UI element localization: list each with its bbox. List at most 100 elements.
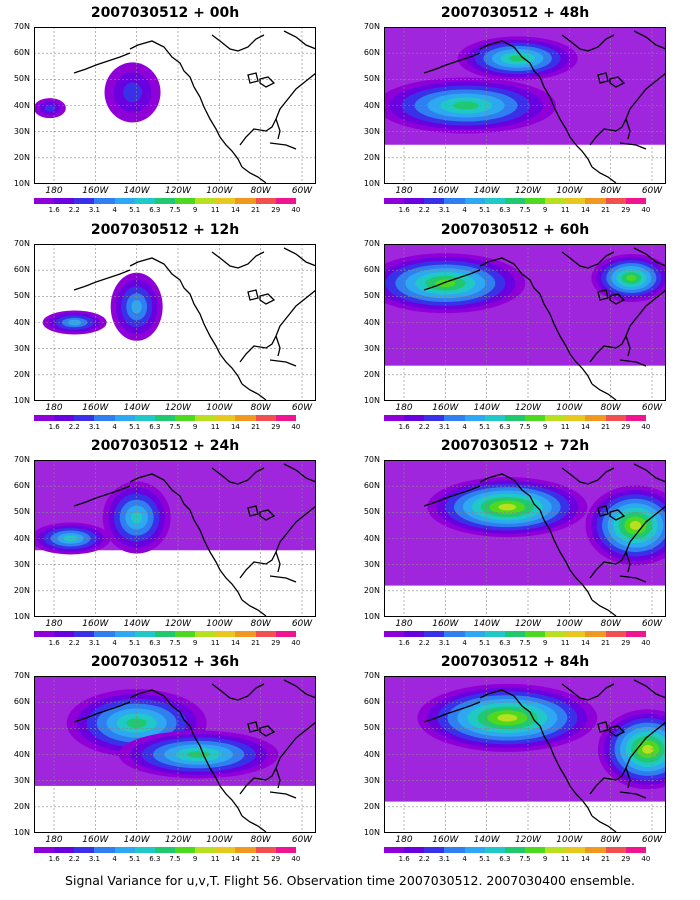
lon-tick-label: 140W bbox=[123, 835, 150, 845]
colorbar-label: 4 bbox=[462, 423, 467, 431]
colorbar-label: 6.3 bbox=[499, 206, 511, 214]
colorbar-swatch bbox=[114, 631, 136, 637]
colorbar-swatch bbox=[525, 631, 546, 637]
colorbar-swatch bbox=[74, 415, 95, 421]
lon-tick-label: 180 bbox=[45, 835, 63, 845]
variance-contour bbox=[498, 503, 517, 511]
colorbar-label: 11 bbox=[560, 423, 570, 431]
colorbar-swatch bbox=[585, 631, 607, 637]
colorbar-label: 11 bbox=[560, 206, 570, 214]
coastline bbox=[633, 247, 666, 267]
variance-contour bbox=[131, 300, 142, 314]
variance-map bbox=[384, 244, 666, 401]
lat-tick-label: 20N bbox=[13, 152, 30, 162]
colorbar-swatch bbox=[275, 198, 297, 204]
colorbar-label: 6.3 bbox=[149, 206, 161, 214]
colorbar-swatch bbox=[235, 415, 257, 421]
coastline bbox=[561, 251, 615, 269]
lat-tick-label: 20N bbox=[363, 585, 380, 595]
lat-tick-label: 10N bbox=[363, 828, 380, 837]
colorbar-label: 3.1 bbox=[438, 855, 450, 863]
colorbar-swatch bbox=[565, 847, 586, 853]
colorbar-swatch bbox=[255, 415, 277, 421]
colorbar-label: 1.6 bbox=[398, 423, 410, 431]
lat-tick-label: 50N bbox=[363, 507, 380, 517]
colorbar-label: 11 bbox=[210, 855, 220, 863]
colorbar-label: 1.6 bbox=[48, 639, 60, 647]
colorbar-label: 29 bbox=[621, 639, 631, 647]
map-panel-60h: 2007030512 + 60h 70N 60N 50N 40N 30N 20N 10N 180… bbox=[350, 222, 680, 437]
colorbar-label: 4 bbox=[112, 423, 117, 431]
panel-title: 2007030512 + 24h bbox=[90, 438, 240, 454]
colorbar-label: 29 bbox=[271, 639, 281, 647]
colorbar-swatch bbox=[134, 198, 156, 204]
lon-tick-label: 180 bbox=[395, 403, 413, 413]
lon-tick-label: 160W bbox=[432, 619, 459, 629]
colorbar-label: 2.2 bbox=[68, 639, 80, 647]
lon-tick-label: 80W bbox=[600, 186, 621, 196]
colorbar-swatch bbox=[154, 198, 176, 204]
lon-tick-label: 80W bbox=[600, 619, 621, 629]
colorbar-label: 2.2 bbox=[418, 639, 430, 647]
lon-tick-label: 60W bbox=[291, 186, 313, 196]
coastline bbox=[597, 505, 609, 517]
colorbar-label: 2.2 bbox=[418, 423, 430, 431]
lon-tick-label: 140W bbox=[473, 619, 500, 629]
lat-tick-label: 20N bbox=[363, 369, 380, 379]
coastline bbox=[561, 683, 615, 701]
lon-tick-label: 60W bbox=[291, 619, 313, 629]
map-panel-72h: 2007030512 + 72h 70N 60N 50N 40N 30N 20N 10N 180… bbox=[350, 438, 680, 653]
colorbar bbox=[34, 415, 316, 421]
coastline bbox=[625, 335, 631, 357]
coastline bbox=[591, 383, 617, 401]
colorbar-label: 21 bbox=[251, 423, 261, 431]
coastline bbox=[609, 293, 626, 305]
colorbar-swatch bbox=[154, 847, 176, 853]
lon-tick-label: 180 bbox=[395, 835, 413, 845]
colorbar-label: 11 bbox=[210, 206, 220, 214]
lat-tick-label: 50N bbox=[13, 723, 30, 733]
colorbar-swatch bbox=[404, 631, 425, 637]
colorbar-swatch bbox=[384, 415, 405, 421]
coastline bbox=[609, 509, 626, 521]
lat-tick-label: 10N bbox=[13, 179, 30, 188]
colorbar-label: 5.1 bbox=[129, 206, 141, 214]
panel-title: 2007030512 + 48h bbox=[440, 5, 590, 21]
colorbar-label: 5.1 bbox=[129, 855, 141, 863]
coastline bbox=[283, 463, 316, 483]
map-plot-area bbox=[384, 244, 666, 401]
colorbar-label: 2.2 bbox=[418, 855, 430, 863]
lat-tick-label: 10N bbox=[363, 612, 380, 621]
colorbar-label: 4 bbox=[462, 206, 467, 214]
lat-tick-label: 40N bbox=[363, 100, 380, 110]
colorbar-label: 21 bbox=[601, 639, 611, 647]
coastline bbox=[211, 683, 265, 701]
coastline bbox=[591, 815, 617, 833]
colorbar-swatch bbox=[94, 631, 116, 637]
colorbar-swatch bbox=[565, 198, 586, 204]
colorbar bbox=[384, 631, 666, 637]
colorbar-swatch bbox=[545, 198, 566, 204]
lon-tick-label: 100W bbox=[206, 403, 233, 413]
colorbar-swatch bbox=[275, 631, 297, 637]
coastline bbox=[73, 485, 131, 507]
coastline bbox=[241, 599, 267, 617]
colorbar-swatch bbox=[424, 198, 445, 204]
colorbar-label: 2.2 bbox=[68, 423, 80, 431]
colorbar-label: 6.3 bbox=[499, 423, 511, 431]
colorbar-swatch bbox=[195, 198, 216, 204]
colorbar-swatch bbox=[525, 198, 546, 204]
lon-tick-label: 60W bbox=[641, 835, 663, 845]
colorbar-swatch bbox=[605, 847, 627, 853]
lat-tick-label: 40N bbox=[13, 317, 30, 327]
colorbar-swatch bbox=[625, 847, 647, 853]
map-panel-24h: 2007030512 + 24h 70N 60N 50N 40N 30N 20N 10N 180… bbox=[0, 438, 330, 653]
lat-tick-label: 10N bbox=[13, 612, 30, 621]
variance-contour bbox=[435, 279, 456, 287]
colorbar-swatch bbox=[464, 198, 486, 204]
colorbar-swatch bbox=[215, 415, 236, 421]
coastline bbox=[633, 463, 666, 483]
colorbar-swatch bbox=[404, 198, 425, 204]
colorbar-swatch bbox=[585, 198, 607, 204]
colorbar-label: 40 bbox=[291, 855, 301, 863]
